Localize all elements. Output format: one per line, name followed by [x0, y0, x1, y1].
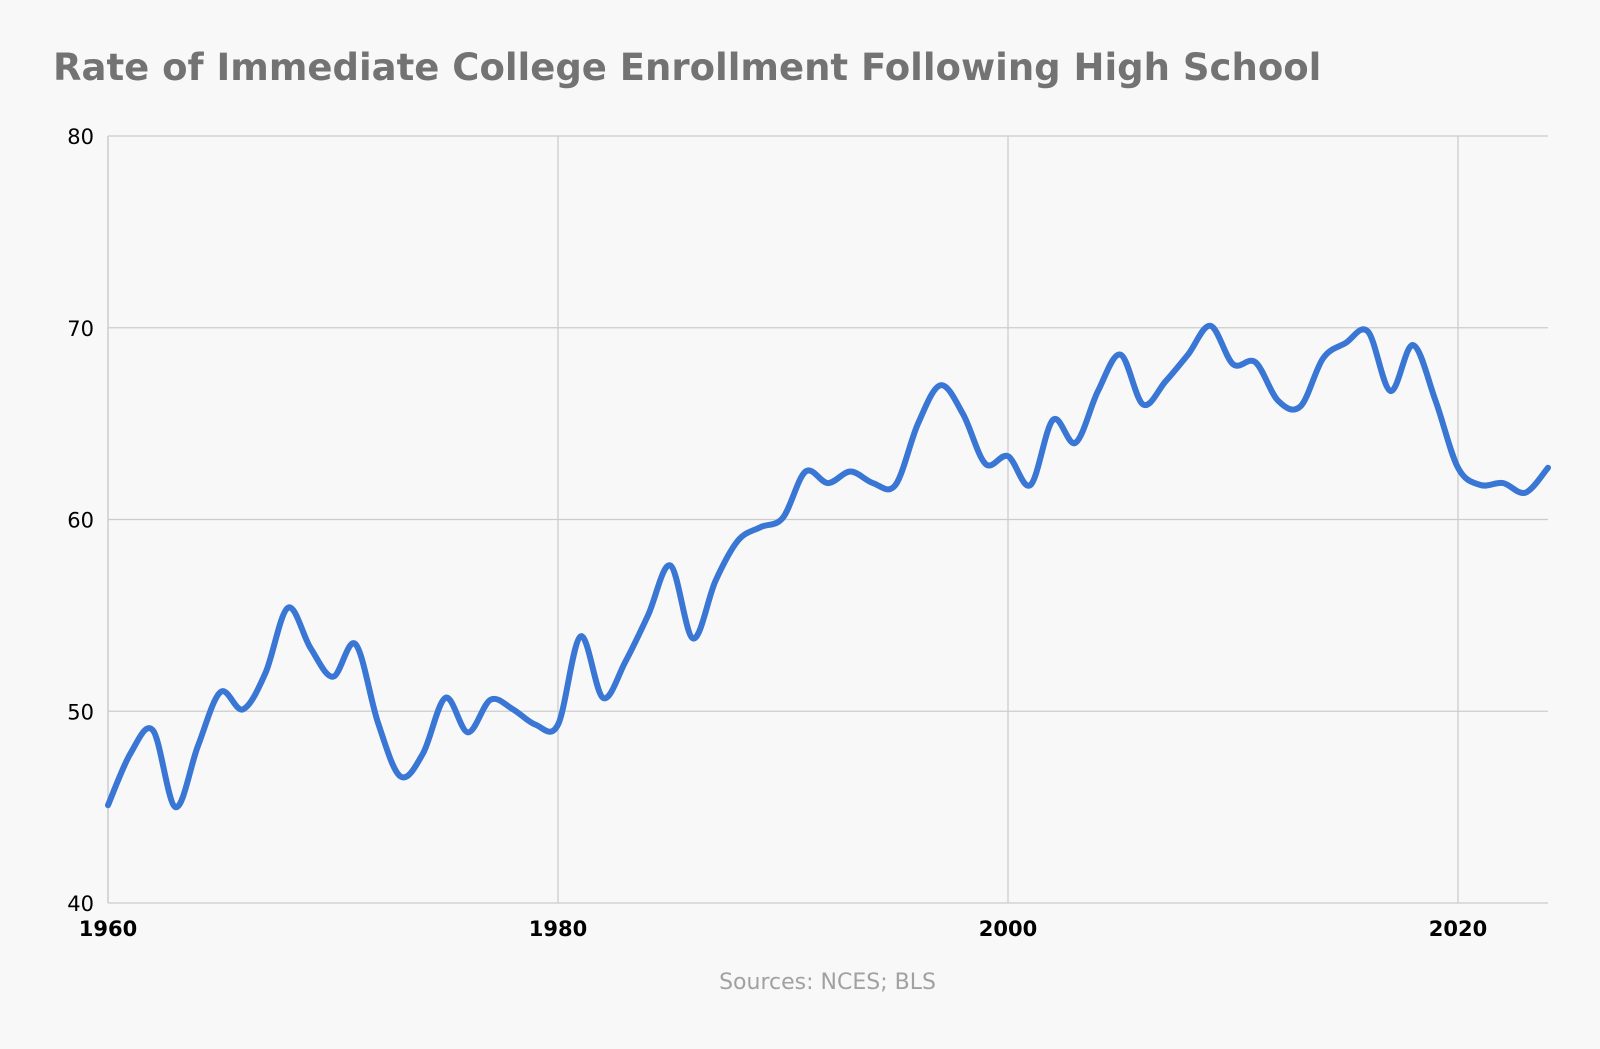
data-point-1961	[128, 750, 134, 756]
data-point-1970	[330, 674, 336, 680]
data-point-2001	[1028, 482, 1034, 488]
data-point-1993	[848, 469, 854, 475]
data-point-1960	[105, 802, 111, 808]
data-point-1966	[240, 706, 246, 712]
data-point-1983	[623, 658, 629, 664]
data-point-1976	[465, 729, 471, 735]
data-point-2004	[1095, 388, 1101, 394]
x-axis-ticks: 1960 1980 2000 2020	[79, 917, 1487, 941]
data-point-1964	[195, 743, 201, 749]
data-point-1989	[758, 524, 764, 530]
data-point-1962	[150, 727, 156, 733]
data-point-1998	[960, 411, 966, 417]
data-point-1968	[285, 605, 291, 611]
data-point-2024	[1545, 465, 1551, 471]
x-tick-label-2000: 2000	[979, 917, 1037, 941]
data-point-1987	[713, 578, 719, 584]
data-point-1999	[983, 461, 989, 467]
data-point-1969	[308, 645, 314, 651]
data-point-1972	[375, 720, 381, 726]
data-point-1984	[645, 612, 651, 618]
data-point-1986	[690, 635, 696, 641]
data-point-2006	[1140, 401, 1146, 407]
data-point-1963	[173, 804, 179, 810]
data-point-2008	[1185, 352, 1191, 358]
data-point-1974	[420, 750, 426, 756]
series-line-0	[105, 322, 1551, 811]
data-point-2023	[1523, 490, 1529, 496]
data-point-2019	[1433, 398, 1439, 404]
data-point-2017	[1388, 388, 1394, 394]
data-point-1965	[218, 689, 224, 695]
x-tick-label-1980: 1980	[529, 917, 587, 941]
data-point-2011	[1253, 359, 1259, 365]
data-point-2000	[1005, 453, 1011, 459]
data-point-2018	[1410, 342, 1416, 348]
data-point-2007	[1163, 378, 1169, 384]
data-point-1992	[825, 480, 831, 486]
data-point-1979	[533, 722, 539, 728]
x-tick-label-2020: 2020	[1429, 917, 1487, 941]
x-tick-label-1960: 1960	[79, 917, 137, 941]
data-point-2009	[1208, 323, 1214, 329]
data-point-1991	[803, 469, 809, 475]
gridlines	[107, 135, 1548, 904]
y-tick-label-40: 40	[67, 892, 94, 916]
chart-title: Rate of Immediate College Enrollment Fol…	[53, 46, 1322, 89]
data-point-2022	[1500, 480, 1506, 486]
y-tick-label-60: 60	[67, 509, 94, 533]
data-point-1994	[870, 480, 876, 486]
data-point-1997	[938, 382, 944, 388]
data-point-1973	[398, 773, 404, 779]
data-point-1985	[668, 563, 674, 569]
data-point-2012	[1275, 398, 1281, 404]
data-point-2005	[1118, 352, 1124, 358]
data-point-2014	[1320, 355, 1326, 361]
y-axis-ticks: 40 50 60 70 80	[67, 125, 94, 916]
source-note: Sources: NCES; BLS	[719, 970, 936, 995]
data-point-2002	[1050, 417, 1056, 423]
data-point-1967	[263, 670, 269, 676]
data-point-1995	[893, 482, 899, 488]
data-point-1990	[780, 515, 786, 521]
data-point-1982	[600, 695, 606, 701]
data-point-1978	[510, 706, 516, 712]
data-point-1981	[578, 633, 584, 639]
data-point-1988	[735, 538, 741, 544]
data-point-1977	[488, 697, 494, 703]
data-point-1996	[915, 421, 921, 427]
data-point-2010	[1230, 361, 1236, 367]
y-tick-label-50: 50	[67, 700, 94, 724]
data-point-2015	[1343, 340, 1349, 346]
data-point-1971	[353, 641, 359, 647]
data-point-1975	[443, 695, 449, 701]
y-tick-label-80: 80	[67, 125, 94, 149]
data-point-1980	[555, 722, 561, 728]
data-point-2016	[1365, 329, 1371, 335]
y-tick-label-70: 70	[67, 317, 94, 341]
series-layer	[105, 322, 1551, 811]
data-point-2021	[1478, 482, 1484, 488]
data-point-2013	[1298, 403, 1304, 409]
data-point-2003	[1073, 440, 1079, 446]
data-point-2020	[1455, 465, 1461, 471]
